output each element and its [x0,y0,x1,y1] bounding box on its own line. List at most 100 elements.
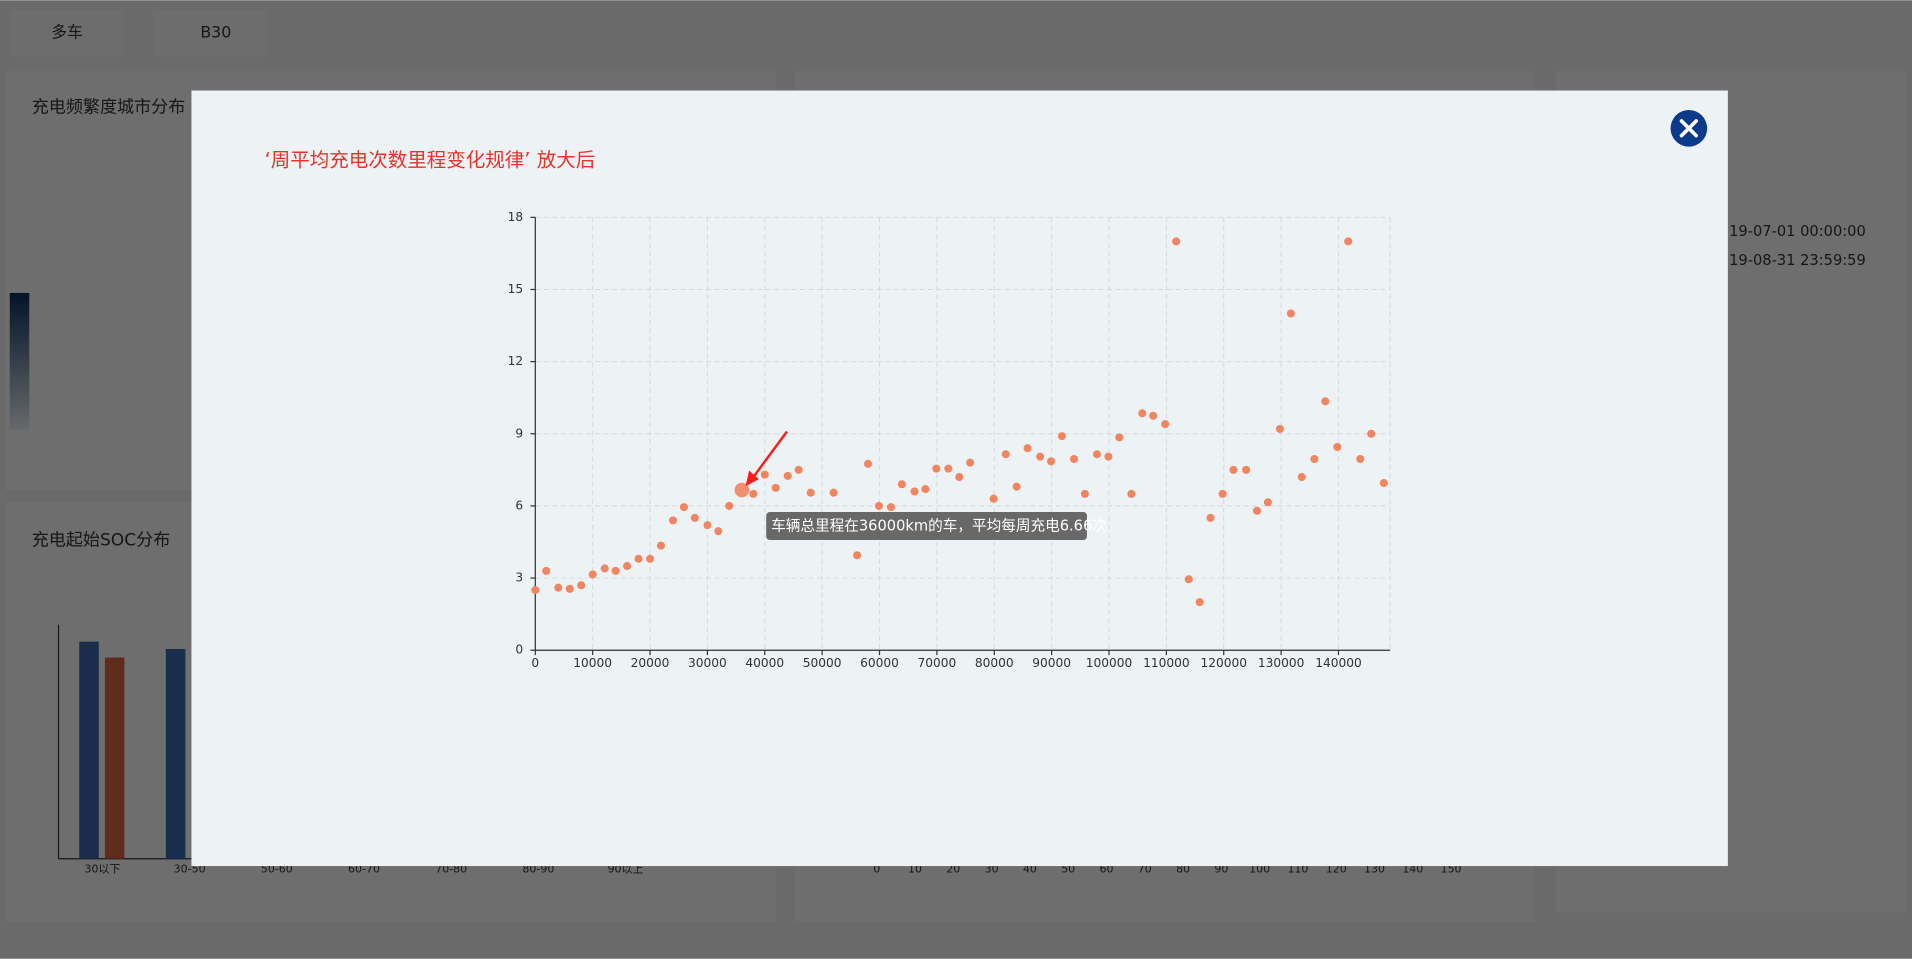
point [886,503,896,512]
point [1080,489,1089,498]
x-tick-label: 140000 [1315,656,1362,670]
point [668,516,678,525]
point [910,487,919,496]
point [1104,452,1113,461]
point [623,562,632,571]
tooltip-box [766,511,1087,541]
y-tick-label: 3 [515,571,523,585]
y-tick-label: 15 [508,282,524,296]
point [611,566,620,575]
point [1092,450,1101,459]
point [1297,473,1306,482]
point [1023,444,1032,453]
close-icon[interactable] [1679,119,1698,138]
point [714,527,723,536]
point [1138,409,1147,418]
point [1275,424,1284,433]
point [646,554,655,563]
point [771,483,780,492]
point [1115,433,1124,442]
point [1127,489,1136,498]
y-tick-label: 18 [508,210,524,224]
point [1195,598,1204,607]
x-tick-label: 40000 [745,656,784,670]
point [966,458,975,467]
x-tick-label: 80000 [975,656,1014,670]
point [1218,489,1227,498]
y-tick-label: 0 [515,643,523,657]
point [864,459,873,468]
point [734,482,750,498]
point [806,488,815,497]
point [1161,420,1170,429]
x-tick-label: 20000 [631,656,670,670]
point [1344,237,1353,246]
x-tick-label: 130000 [1258,656,1305,670]
point [1069,455,1079,464]
point [794,465,803,474]
point [1206,513,1215,522]
point [1229,465,1238,474]
point [829,488,838,497]
annotation-arrow [748,430,788,484]
point [1047,457,1056,466]
point [1356,455,1365,464]
point [1310,455,1319,464]
point [1333,442,1342,452]
point [874,501,883,510]
point [634,554,643,563]
point [690,513,699,522]
point [554,583,563,592]
point [656,541,665,550]
x-tick-label: 100000 [1086,656,1133,670]
point [1001,450,1010,459]
x-tick-label: 90000 [1032,656,1071,670]
scatter-chart: 0 3 6 9 12 15 18 0 10000 20000 30000 40000 50000 6000… [508,210,1391,670]
annotation-arrowhead [745,470,759,487]
point [577,581,586,590]
y-tick-label: 12 [508,354,524,368]
point [989,494,998,503]
point [1286,309,1295,318]
point [944,464,953,473]
point [1036,452,1045,461]
close-button[interactable] [1670,110,1708,147]
point [783,471,792,480]
x-tick-label: 120000 [1200,656,1247,670]
x-tick-label: 110000 [1143,656,1190,670]
point [588,570,597,579]
point [1321,397,1330,406]
point [897,480,906,489]
point [1172,237,1181,246]
modal-title: ‘周平均充电次数里程变化规律’ 放大后 [265,149,596,172]
x-tick-label: 50000 [803,656,842,670]
point [542,566,551,575]
x-tick-label: 10000 [573,656,612,670]
x-tick-label: 70000 [918,656,957,670]
point [853,551,862,560]
point [921,485,930,494]
point [531,586,540,595]
point [1263,498,1272,507]
point [760,470,769,479]
point [1184,575,1193,584]
point [725,501,734,510]
point [1149,411,1158,420]
tooltip-text: 车辆总里程在36000km的车，平均每周充电6.66次 [771,518,1107,535]
point [1379,479,1388,488]
point [600,564,609,573]
x-tick-label: 60000 [860,656,899,670]
y-tick-label: 9 [515,426,523,440]
point [565,584,574,593]
point [1057,432,1066,441]
x-tick-label: 30000 [688,656,727,670]
point [932,464,941,473]
x-tick-label: 0 [531,656,539,670]
point [1252,506,1262,515]
point [749,489,758,498]
point [1242,465,1251,474]
point [1012,482,1021,491]
point [679,503,688,512]
